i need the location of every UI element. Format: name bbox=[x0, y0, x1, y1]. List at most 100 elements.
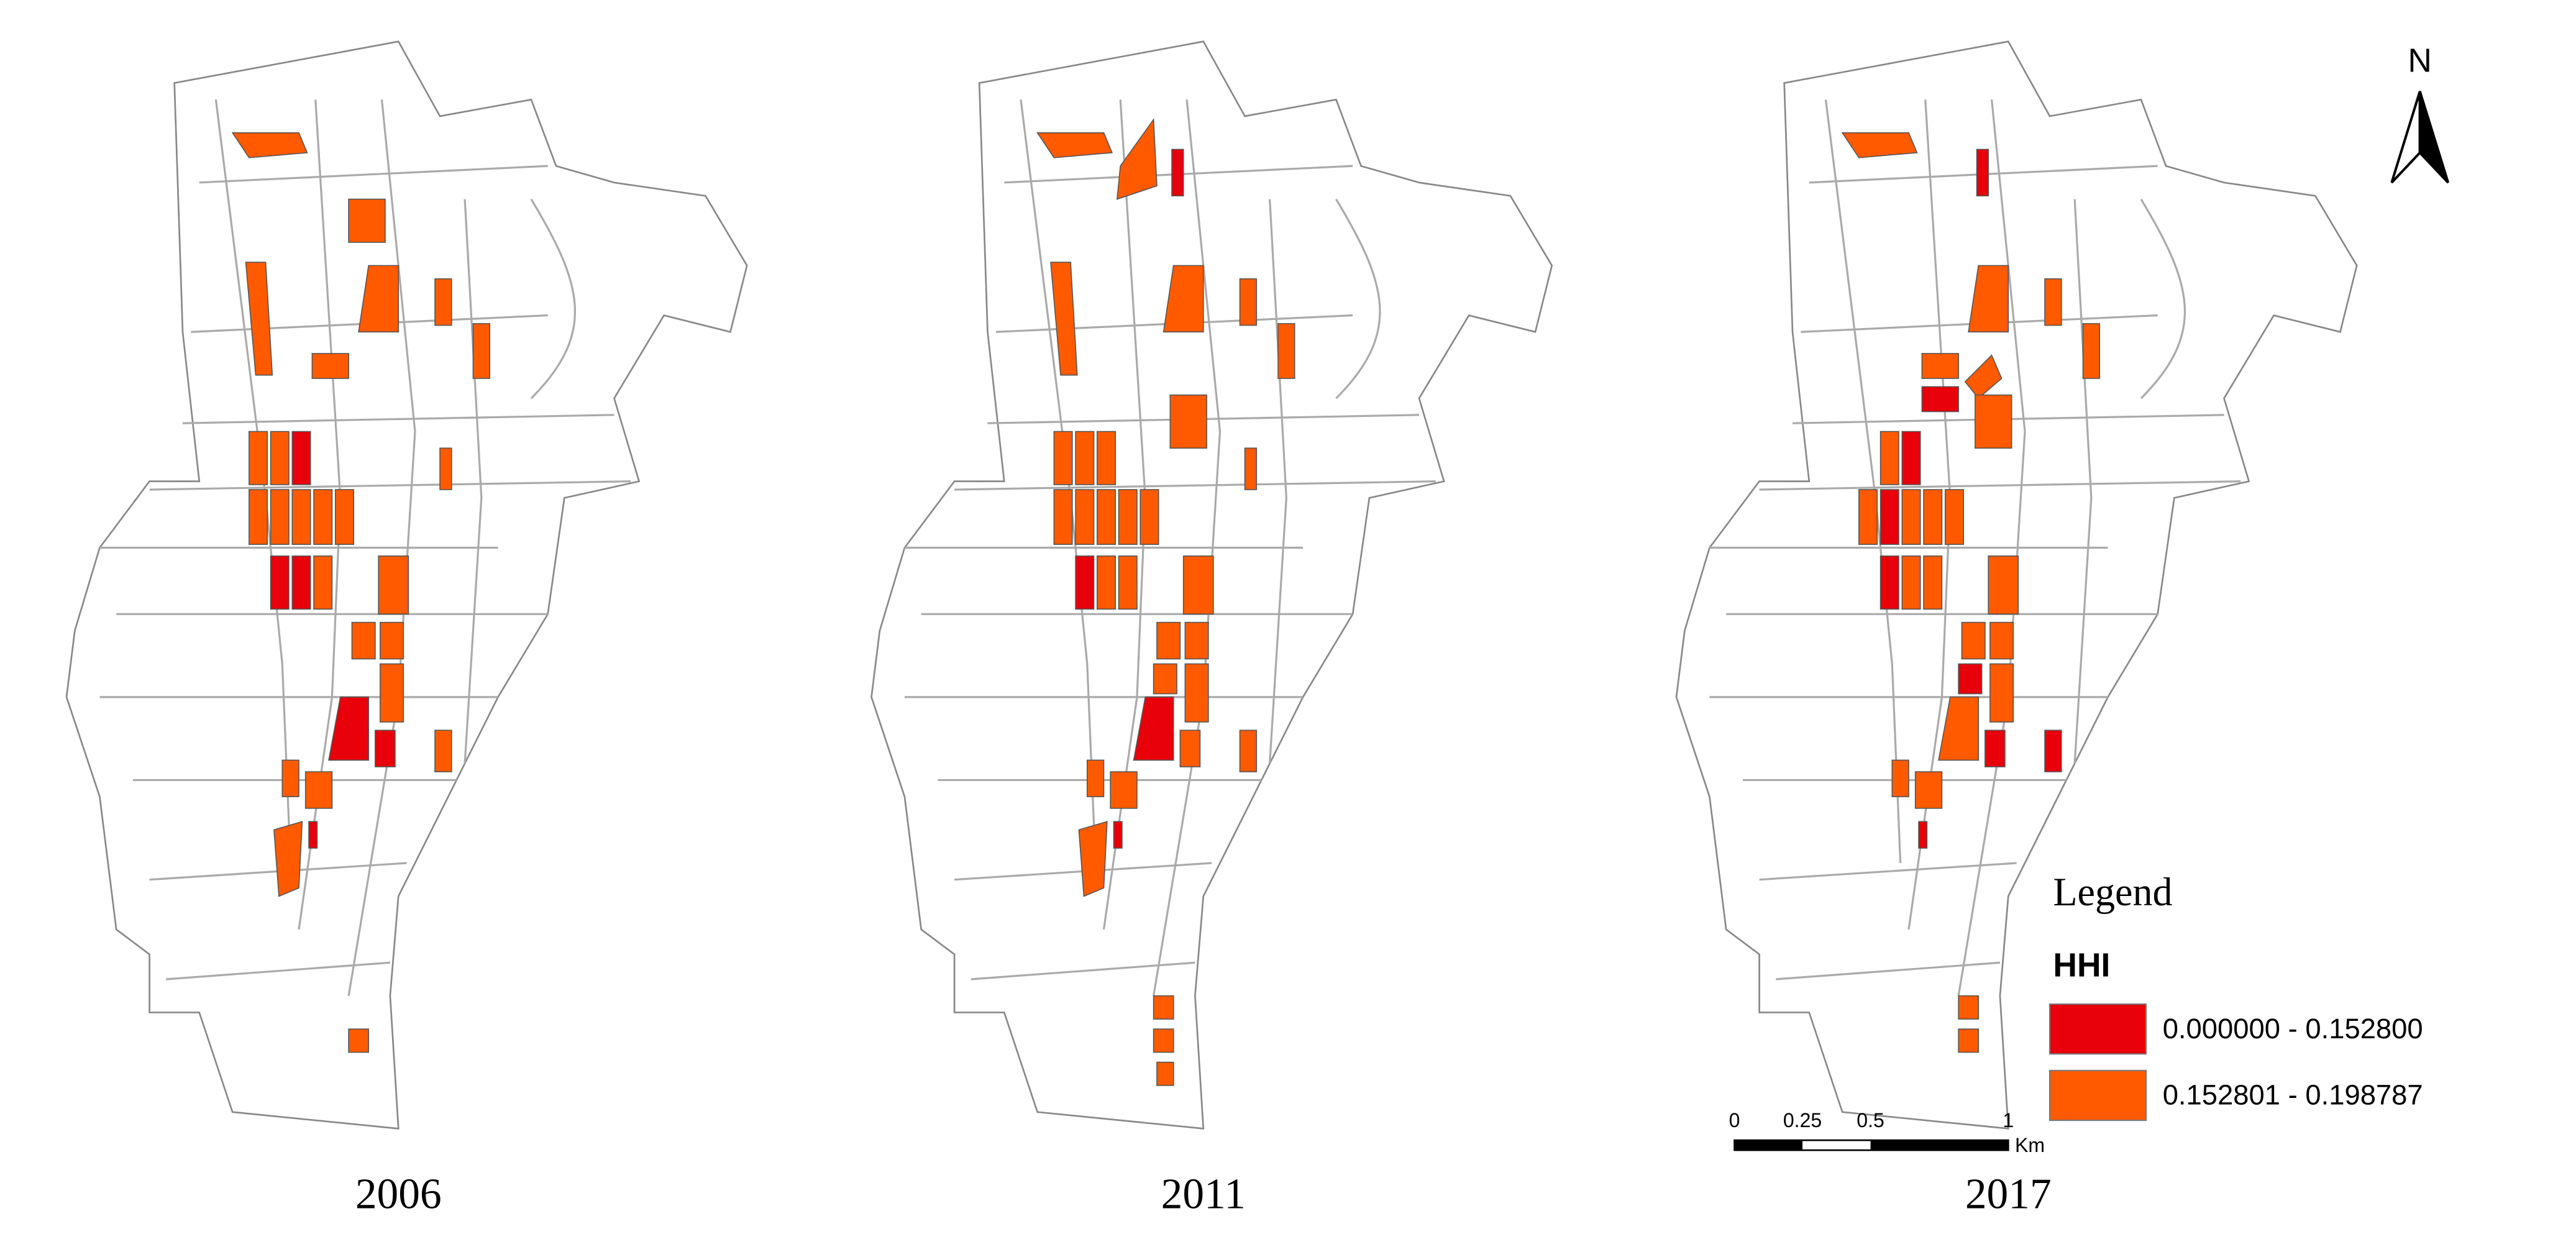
hhi-block bbox=[1179, 729, 1201, 767]
road bbox=[464, 199, 483, 764]
hhi-block bbox=[1879, 431, 1899, 485]
hhi-block bbox=[1153, 995, 1174, 1020]
hhi-block bbox=[1944, 489, 1964, 545]
road bbox=[1759, 862, 2017, 881]
map-panel bbox=[870, 40, 1553, 1130]
hhi-block bbox=[334, 489, 354, 545]
north-arrow-right bbox=[2418, 91, 2450, 184]
hhi-block bbox=[1841, 132, 1918, 158]
hhi-block bbox=[1914, 771, 1943, 809]
scale-segment bbox=[1870, 1140, 2009, 1151]
road bbox=[1102, 99, 1146, 930]
hhi-block bbox=[434, 278, 452, 326]
road bbox=[298, 99, 342, 930]
hhi-block bbox=[1985, 729, 2006, 767]
hhi-block bbox=[1097, 489, 1117, 545]
hhi-block bbox=[1989, 621, 2014, 660]
road bbox=[1907, 99, 1952, 930]
hhi-block bbox=[348, 198, 386, 243]
hhi-block bbox=[1976, 149, 1989, 196]
hhi-block bbox=[380, 621, 404, 660]
hhi-block bbox=[1879, 489, 1899, 545]
road bbox=[199, 165, 548, 184]
legend-label: 0.152801 - 0.198787 bbox=[2163, 1079, 2423, 1111]
north-arrow-left bbox=[2390, 91, 2421, 184]
hhi-block bbox=[1118, 555, 1138, 610]
hhi-block bbox=[1975, 394, 2012, 449]
road bbox=[166, 961, 391, 980]
scale-label: 1 bbox=[2003, 1109, 2014, 1131]
north-label: N bbox=[2408, 43, 2432, 80]
map-panel bbox=[65, 40, 748, 1130]
hhi-block bbox=[311, 353, 349, 379]
hhi-block bbox=[2044, 729, 2062, 772]
hhi-block bbox=[1923, 489, 1943, 545]
hhi-block bbox=[308, 821, 318, 849]
map-year: 2017 bbox=[1965, 1171, 2052, 1218]
hhi-block bbox=[273, 821, 303, 897]
hhi-block bbox=[1097, 555, 1117, 610]
legend-items: 0.000000 - 0.152800 0.152801 - 0.198787 bbox=[2048, 1003, 2423, 1122]
hhi-block bbox=[1901, 431, 1921, 485]
hhi-block bbox=[434, 729, 452, 772]
hhi-block bbox=[1182, 555, 1214, 615]
hhi-block bbox=[1153, 1028, 1174, 1053]
hhi-block bbox=[2044, 278, 2062, 326]
hhi-block bbox=[328, 697, 369, 761]
hhi-block bbox=[380, 663, 404, 723]
legend-heading: HHI bbox=[2053, 947, 2110, 984]
hhi-block bbox=[1078, 821, 1108, 897]
hhi-block bbox=[472, 323, 490, 379]
hhi-block bbox=[231, 132, 308, 158]
hhi-block bbox=[358, 265, 400, 333]
map-panel bbox=[1675, 40, 2358, 1130]
legend-title: Legend bbox=[2053, 870, 2172, 914]
hhi-block bbox=[291, 431, 311, 485]
hhi-block bbox=[1118, 489, 1138, 545]
hhi-block bbox=[1184, 621, 1209, 660]
hhi-block bbox=[1075, 555, 1095, 610]
scale-label: 0.25 bbox=[1783, 1109, 1822, 1131]
hhi-block bbox=[270, 489, 290, 545]
hhi-block bbox=[1239, 278, 1258, 326]
hhi-block bbox=[1921, 353, 1959, 379]
hhi-block bbox=[1153, 663, 1177, 695]
hhi-block bbox=[1938, 697, 1979, 761]
road bbox=[149, 480, 631, 491]
hhi-block bbox=[1923, 555, 1943, 610]
hhi-block bbox=[1162, 265, 1204, 333]
hhi-block bbox=[1036, 132, 1113, 158]
hhi-block bbox=[1133, 697, 1174, 761]
hhi-block bbox=[1961, 621, 1986, 660]
hhi-block bbox=[1244, 447, 1258, 490]
road bbox=[1759, 480, 2241, 491]
hhi-block bbox=[1050, 262, 1078, 376]
hhi-block bbox=[291, 555, 311, 610]
hhi-block bbox=[1075, 489, 1095, 545]
map-year: 2011 bbox=[1161, 1171, 1246, 1218]
hhi-block bbox=[1968, 265, 2009, 333]
road bbox=[530, 198, 576, 400]
hhi-block bbox=[313, 489, 333, 545]
hhi-block bbox=[1113, 821, 1123, 849]
legend-swatch bbox=[2048, 1003, 2147, 1055]
hhi-block bbox=[1097, 431, 1117, 485]
panels bbox=[65, 40, 2358, 1130]
hhi-block bbox=[1156, 1061, 1174, 1086]
hhi-block bbox=[1239, 729, 1258, 772]
hhi-block bbox=[270, 431, 290, 485]
hhi-block bbox=[348, 1028, 369, 1053]
hhi-block bbox=[1169, 394, 1207, 449]
hhi-block bbox=[1901, 489, 1921, 545]
hhi-block bbox=[1901, 555, 1921, 610]
hhi-block bbox=[313, 555, 333, 610]
scale-bar: 0 0.25 0.5 1Km bbox=[1729, 1109, 2045, 1156]
hhi-block bbox=[1184, 663, 1209, 723]
north-arrow: N bbox=[2390, 43, 2450, 184]
hhi-block bbox=[1075, 431, 1095, 485]
scale-unit: Km bbox=[2015, 1134, 2045, 1156]
hhi-block bbox=[1989, 663, 2014, 723]
hhi-block bbox=[281, 759, 299, 797]
hhi-block bbox=[2082, 323, 2100, 379]
